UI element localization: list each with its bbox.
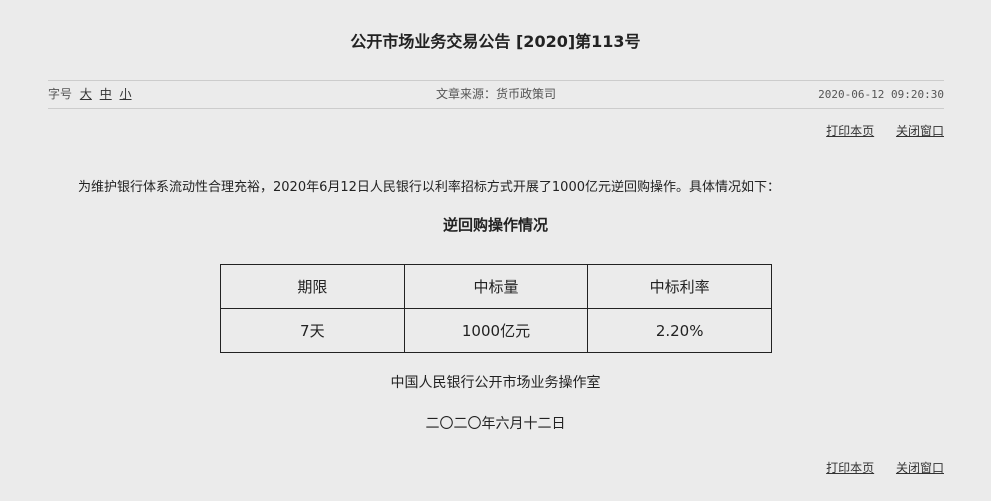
section-title: 逆回购操作情况: [442, 216, 548, 234]
bottom-links: 打印本页 关闭窗口: [808, 459, 944, 476]
font-size-label: 字号: [48, 87, 73, 101]
header-amount: 中标量: [403, 264, 589, 309]
top-links: 打印本页 关闭窗口: [808, 122, 944, 139]
cell-amount: 1000亿元: [403, 308, 589, 353]
article-source: 文章来源：货币政策司: [435, 87, 556, 101]
table-header-row: 期限 中标量 中标利率: [220, 264, 772, 309]
font-small-link[interactable]: 小: [119, 87, 132, 101]
font-medium-link[interactable]: 中: [99, 87, 112, 101]
font-large-link[interactable]: 大: [79, 87, 92, 101]
print-page-link[interactable]: 打印本页: [826, 124, 875, 138]
body-paragraph: 为维护银行体系流动性合理充裕，2020年6月12日人民银行以利率招标方式开展了1…: [78, 180, 780, 195]
operation-table: 期限 中标量 中标利率 7天 1000亿元 2.20%: [220, 264, 772, 353]
font-size-controls: 字号 大 中 小: [48, 81, 132, 108]
cell-rate: 2.20%: [587, 308, 772, 353]
header-rate: 中标利率: [587, 264, 772, 309]
cell-term: 7天: [220, 308, 405, 353]
publish-datetime: 2020-06-12 09:20:30: [818, 88, 944, 101]
signature-date: 二〇二〇年六月十二日: [425, 416, 566, 432]
page-title: 公开市场业务交易公告 [2020]第113号: [350, 32, 641, 51]
table-row: 7天 1000亿元 2.20%: [220, 308, 772, 353]
header-term: 期限: [220, 264, 405, 309]
close-window-link[interactable]: 关闭窗口: [895, 124, 944, 138]
print-page-link[interactable]: 打印本页: [826, 461, 875, 475]
signature: 中国人民银行公开市场业务操作室: [390, 375, 601, 391]
close-window-link[interactable]: 关闭窗口: [895, 461, 944, 475]
info-bar: 文章来源：货币政策司 字号 大 中 小 2020-06-12 09:20:30: [48, 80, 944, 109]
